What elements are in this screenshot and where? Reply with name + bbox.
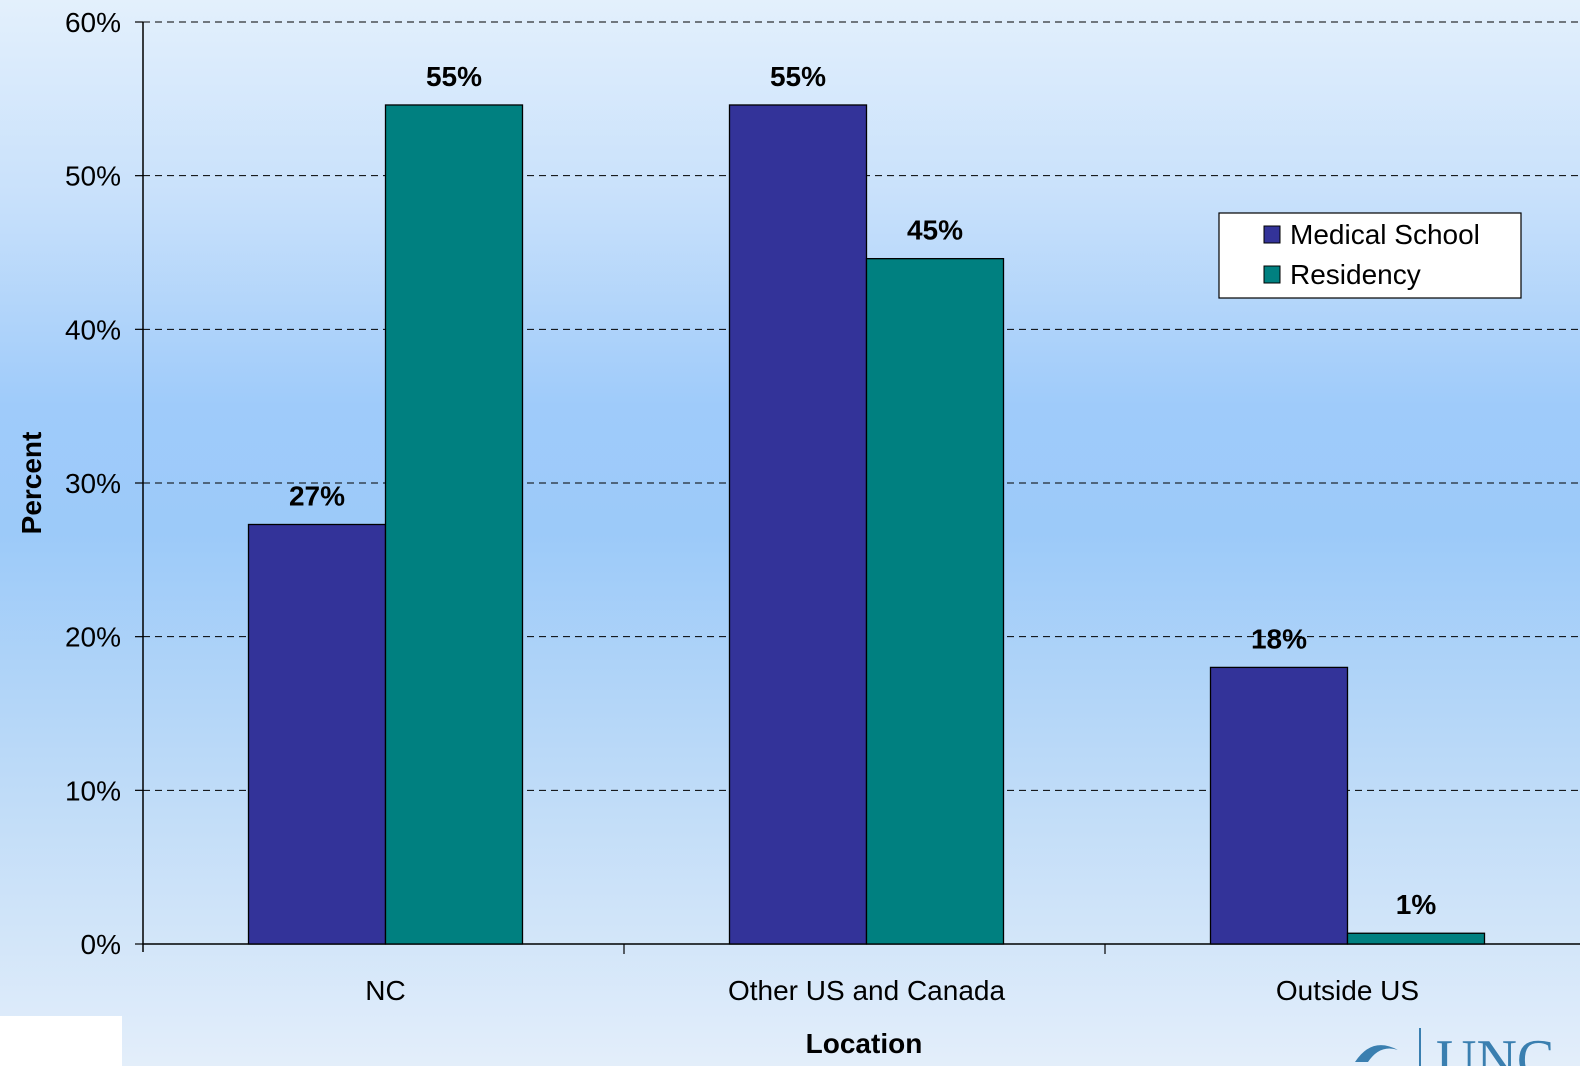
data-label: 55% — [770, 61, 826, 92]
data-label: 1% — [1396, 889, 1437, 920]
corner-panel — [0, 1016, 122, 1066]
bar-residency — [1346, 932, 1486, 945]
y-tick-label: 50% — [65, 161, 121, 192]
x-axis-title: Location — [806, 1028, 923, 1059]
bar-residency — [384, 104, 524, 945]
data-label: 45% — [907, 215, 963, 246]
y-tick-label: 60% — [65, 7, 121, 38]
data-label: 18% — [1251, 623, 1307, 654]
bar-medical-school — [247, 523, 387, 945]
legend-swatch-residency — [1263, 265, 1281, 284]
x-tick-label: Outside US — [1276, 975, 1419, 1006]
y-tick-label: 10% — [65, 775, 121, 806]
tick-labels: 0% 10% 20% 30% 40% 50% 60% NC Other US and Canad… — [65, 7, 1419, 1006]
bars — [247, 104, 1486, 945]
y-tick-label: 40% — [65, 314, 121, 345]
data-labels: 27% 55% 55% 45% 18% 1% — [289, 61, 1436, 920]
x-tick-label: Other US and Canada — [728, 975, 1005, 1006]
data-label: 55% — [426, 61, 482, 92]
logo-text: UNC — [1436, 1029, 1554, 1066]
y-tick-label: 0% — [81, 929, 121, 960]
legend-label-residency: Residency — [1290, 259, 1421, 290]
bar-medical-school — [1209, 666, 1349, 945]
unc-logo-icon: UNC — [1355, 1028, 1554, 1066]
bar-residency — [865, 257, 1005, 945]
legend-label-medical-school: Medical School — [1290, 219, 1480, 250]
y-axis-title: Percent — [16, 432, 47, 535]
bar-medical-school — [728, 104, 868, 945]
x-tick-label: NC — [365, 975, 405, 1006]
y-tick-label: 20% — [65, 622, 121, 653]
y-tick-label: 30% — [65, 468, 121, 499]
data-label: 27% — [289, 480, 345, 511]
unc-logo: UNC — [1350, 1022, 1580, 1066]
legend: Medical School Residency — [1218, 212, 1522, 299]
legend-swatch-medical-school — [1263, 225, 1281, 244]
